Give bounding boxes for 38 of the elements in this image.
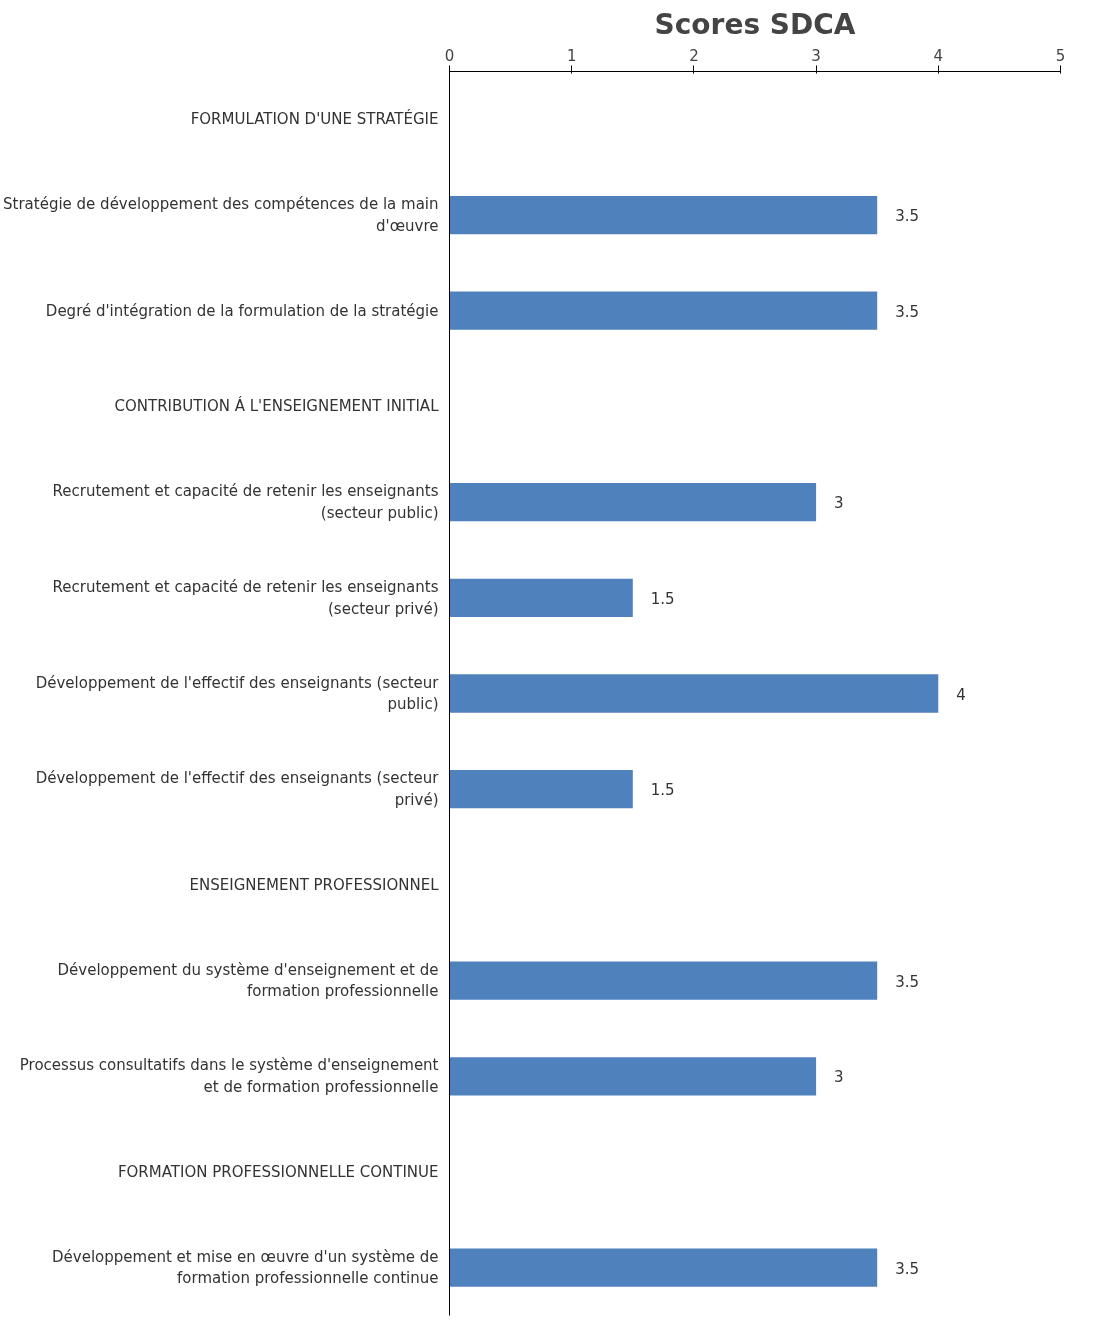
data-label: 3: [834, 1068, 844, 1087]
y-tick-label: Recrutement et capacité de retenir les enseignants (secteur privé): [52, 578, 439, 618]
data-label: 3.5: [895, 1259, 920, 1278]
data-label: 3.5: [895, 302, 920, 321]
y-tick-label: Degré d'intégration de la formulation de la stratégie: [45, 301, 439, 320]
y-tick-label: Recrutement et capacité de retenir les enseignants (secteur public): [52, 482, 439, 522]
y-tick-label: Développement de l'effectif des enseignants (secteur public): [35, 673, 440, 714]
bar: [449, 195, 878, 235]
y-tick-label: FORMATION PROFESSIONNELLE CONTINUE: [117, 1162, 439, 1181]
bar: [449, 1248, 878, 1287]
y-tick-label: Développement du système d'enseignement et de formation professionnelle: [57, 960, 439, 1001]
y-tick-label: Stratégie de développement des compétences de la main d'œuvre: [3, 195, 439, 235]
x-tick-label: 4: [933, 46, 944, 65]
bar: [449, 578, 633, 617]
y-tick-label: Processus consultatifs dans le système d'enseignement et de formation professionnelle: [19, 1056, 439, 1097]
bar: [449, 961, 878, 1000]
data-label: 3.5: [895, 207, 920, 226]
bar: [449, 482, 817, 522]
data-label: 3.5: [895, 972, 920, 991]
x-tick-label: 0: [444, 46, 455, 65]
y-tick-label: FORMULATION D'UNE STRATÉGIE: [190, 109, 439, 129]
y-tick-label: Développement et mise en œuvre d'un système de formation professionnelle continue: [52, 1247, 439, 1288]
x-tick-label: 3: [811, 46, 821, 65]
x-tick-label: 1: [566, 46, 577, 65]
y-tick-label: ENSEIGNEMENT PROFESSIONNEL: [189, 875, 440, 894]
chart-title: Scores SDCA: [654, 7, 856, 41]
data-label: 1.5: [650, 589, 675, 608]
bar: [449, 291, 878, 330]
data-label: 1.5: [650, 781, 675, 800]
bar: [449, 1057, 817, 1096]
data-label: 4: [956, 685, 966, 704]
bar: [449, 770, 633, 809]
x-tick-label: 2: [689, 46, 699, 65]
y-tick-label: Développement de l'effectif des enseignants (secteur privé): [35, 769, 440, 809]
y-tick-label: CONTRIBUTION Á L'ENSEIGNEMENT INITIAL: [114, 396, 440, 416]
data-label: 3: [834, 494, 844, 513]
x-tick-label: 5: [1055, 46, 1066, 65]
bar: [449, 674, 939, 713]
